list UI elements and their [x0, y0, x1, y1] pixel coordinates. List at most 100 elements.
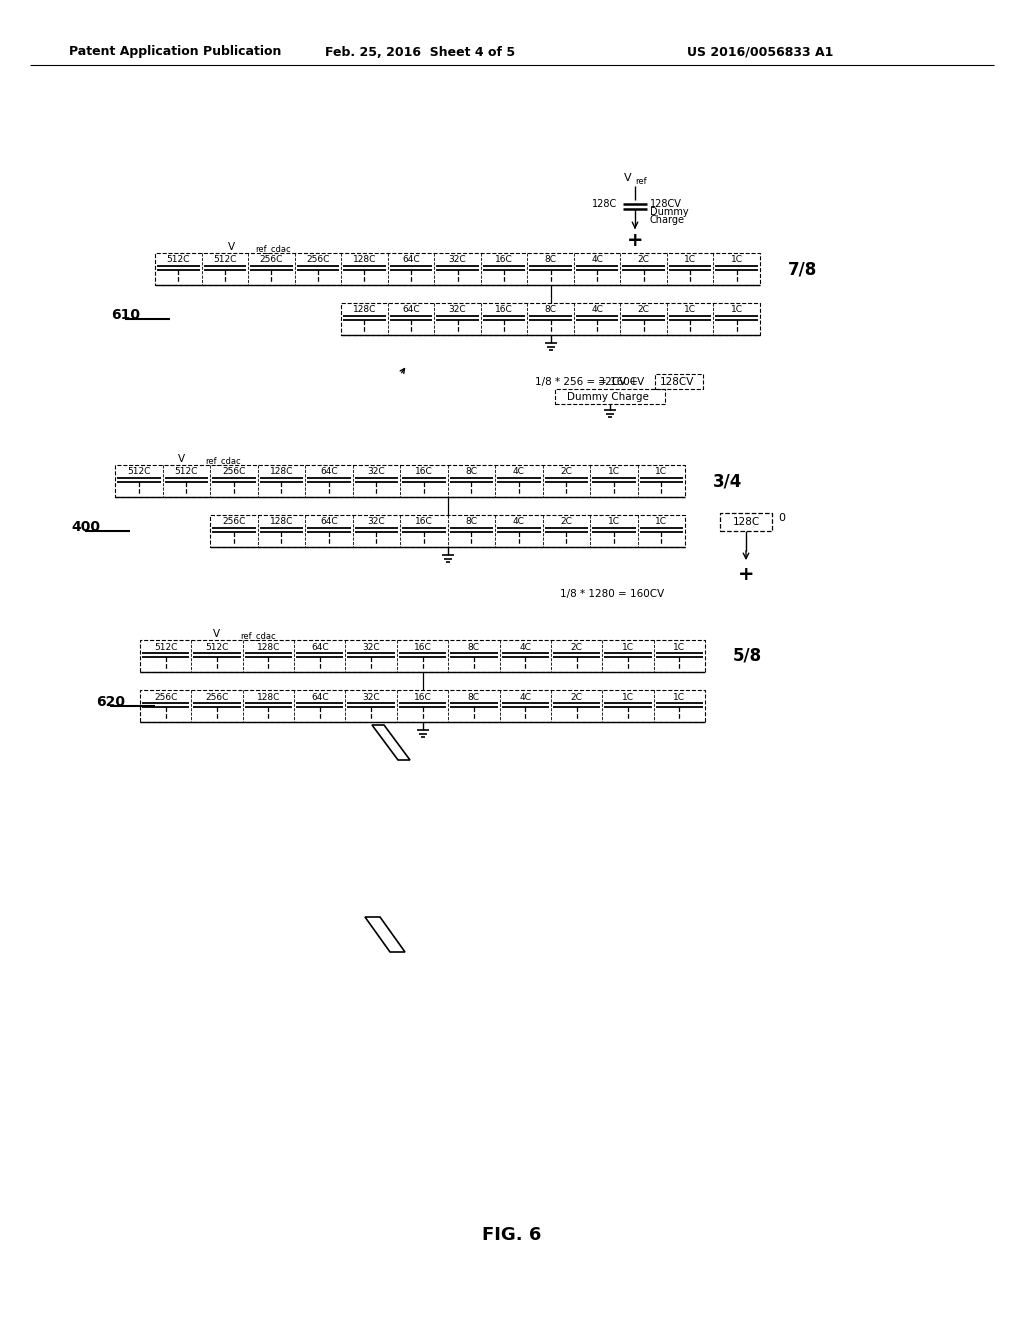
Text: 1C: 1C [731, 256, 742, 264]
Text: 32C: 32C [368, 517, 385, 527]
Text: +: + [627, 231, 643, 249]
Text: 1/8 * 1280 = 160CV: 1/8 * 1280 = 160CV [560, 589, 665, 599]
Text: 128C: 128C [592, 199, 617, 209]
Text: 16C: 16C [414, 693, 431, 701]
Text: 1/8 * 256 = 32CV +: 1/8 * 256 = 32CV + [535, 378, 638, 387]
Text: 512C: 512C [213, 256, 237, 264]
Text: 16C: 16C [415, 517, 432, 527]
Text: Patent Application Publication: Patent Application Publication [69, 45, 282, 58]
Text: 16C: 16C [414, 643, 431, 652]
Bar [155, 253, 760, 285]
Bar [210, 515, 685, 546]
Bar [720, 513, 772, 531]
Text: 512C: 512C [167, 256, 190, 264]
Text: 4C: 4C [513, 467, 524, 477]
Text: 1C: 1C [655, 467, 668, 477]
Text: FIG. 6: FIG. 6 [482, 1226, 542, 1243]
Text: US 2016/0056833 A1: US 2016/0056833 A1 [687, 45, 834, 58]
Text: 4C: 4C [513, 517, 524, 527]
Text: 128CV: 128CV [650, 199, 682, 209]
Text: V: V [228, 242, 234, 252]
Text: Dummy: Dummy [650, 207, 688, 216]
Text: 0: 0 [778, 513, 785, 523]
Bar [555, 389, 665, 404]
Text: 2C: 2C [638, 256, 649, 264]
Text: 2C: 2C [570, 693, 583, 701]
Text: Charge: Charge [650, 215, 685, 224]
Text: 7/8: 7/8 [788, 260, 817, 279]
Text: 32C: 32C [368, 467, 385, 477]
Text: 64C: 64C [311, 643, 329, 652]
Text: 4C: 4C [591, 256, 603, 264]
Text: V: V [178, 454, 185, 465]
Text: 4C: 4C [519, 693, 531, 701]
Bar [140, 640, 705, 672]
Text: 2C: 2C [638, 305, 649, 314]
Text: 2C: 2C [560, 517, 572, 527]
Text: 128C: 128C [352, 256, 376, 264]
Text: 4C: 4C [591, 305, 603, 314]
Text: 256C: 256C [260, 256, 283, 264]
Text: 512C: 512C [206, 643, 228, 652]
Text: 64C: 64C [402, 305, 420, 314]
Text: 8C: 8C [468, 693, 480, 701]
Text: 1C: 1C [731, 305, 742, 314]
Text: 128CV: 128CV [660, 378, 694, 387]
Text: 128C: 128C [732, 517, 760, 527]
Text: ref: ref [635, 177, 647, 186]
Text: 64C: 64C [319, 517, 338, 527]
Bar [140, 690, 705, 722]
Text: 1C: 1C [608, 467, 620, 477]
Bar [115, 465, 685, 498]
Text: 5/8: 5/8 [733, 647, 762, 665]
Text: 128C: 128C [269, 467, 293, 477]
Text: 3/4: 3/4 [713, 473, 742, 490]
Text: 1C: 1C [655, 517, 668, 527]
Text: 1C: 1C [684, 305, 696, 314]
Bar [655, 374, 703, 389]
Text: ref_cdac: ref_cdac [205, 457, 241, 466]
Text: 32C: 32C [362, 693, 380, 701]
Text: 2C: 2C [560, 467, 572, 477]
Text: ref_cdac: ref_cdac [255, 244, 291, 253]
Text: 1C: 1C [608, 517, 620, 527]
Text: 1C: 1C [674, 693, 685, 701]
Text: 1C: 1C [622, 643, 634, 652]
Text: 1C: 1C [622, 693, 634, 701]
Text: 1C: 1C [684, 256, 696, 264]
Text: 512C: 512C [127, 467, 151, 477]
Text: 64C: 64C [311, 693, 329, 701]
Text: 4C: 4C [519, 643, 531, 652]
Text: 8C: 8C [545, 305, 557, 314]
Text: 8C: 8C [465, 517, 477, 527]
Text: 8C: 8C [465, 467, 477, 477]
Text: = 160CV: = 160CV [598, 378, 644, 387]
Text: ref_cdac: ref_cdac [240, 631, 275, 640]
Text: 256C: 256C [154, 693, 177, 701]
Text: 2C: 2C [570, 643, 583, 652]
Text: 16C: 16C [496, 256, 513, 264]
Text: 32C: 32C [362, 643, 380, 652]
Text: 512C: 512C [154, 643, 177, 652]
Text: 16C: 16C [415, 467, 432, 477]
Text: 1C: 1C [674, 643, 685, 652]
Text: 620: 620 [96, 696, 125, 709]
Text: 128C: 128C [352, 305, 376, 314]
Bar [341, 304, 760, 335]
Text: 128C: 128C [257, 643, 281, 652]
Text: 32C: 32C [449, 256, 466, 264]
Text: +: + [737, 565, 755, 585]
Text: Feb. 25, 2016  Sheet 4 of 5: Feb. 25, 2016 Sheet 4 of 5 [325, 45, 515, 58]
Text: 400: 400 [71, 520, 100, 535]
Text: Dummy Charge: Dummy Charge [567, 392, 649, 403]
Text: V: V [213, 630, 220, 639]
Text: 16C: 16C [496, 305, 513, 314]
Text: 610: 610 [111, 308, 140, 322]
Text: 64C: 64C [319, 467, 338, 477]
Text: 32C: 32C [449, 305, 466, 314]
Text: 256C: 256C [222, 467, 246, 477]
Text: 128C: 128C [269, 517, 293, 527]
Text: 64C: 64C [402, 256, 420, 264]
Text: 256C: 256C [222, 517, 246, 527]
Text: 8C: 8C [545, 256, 557, 264]
